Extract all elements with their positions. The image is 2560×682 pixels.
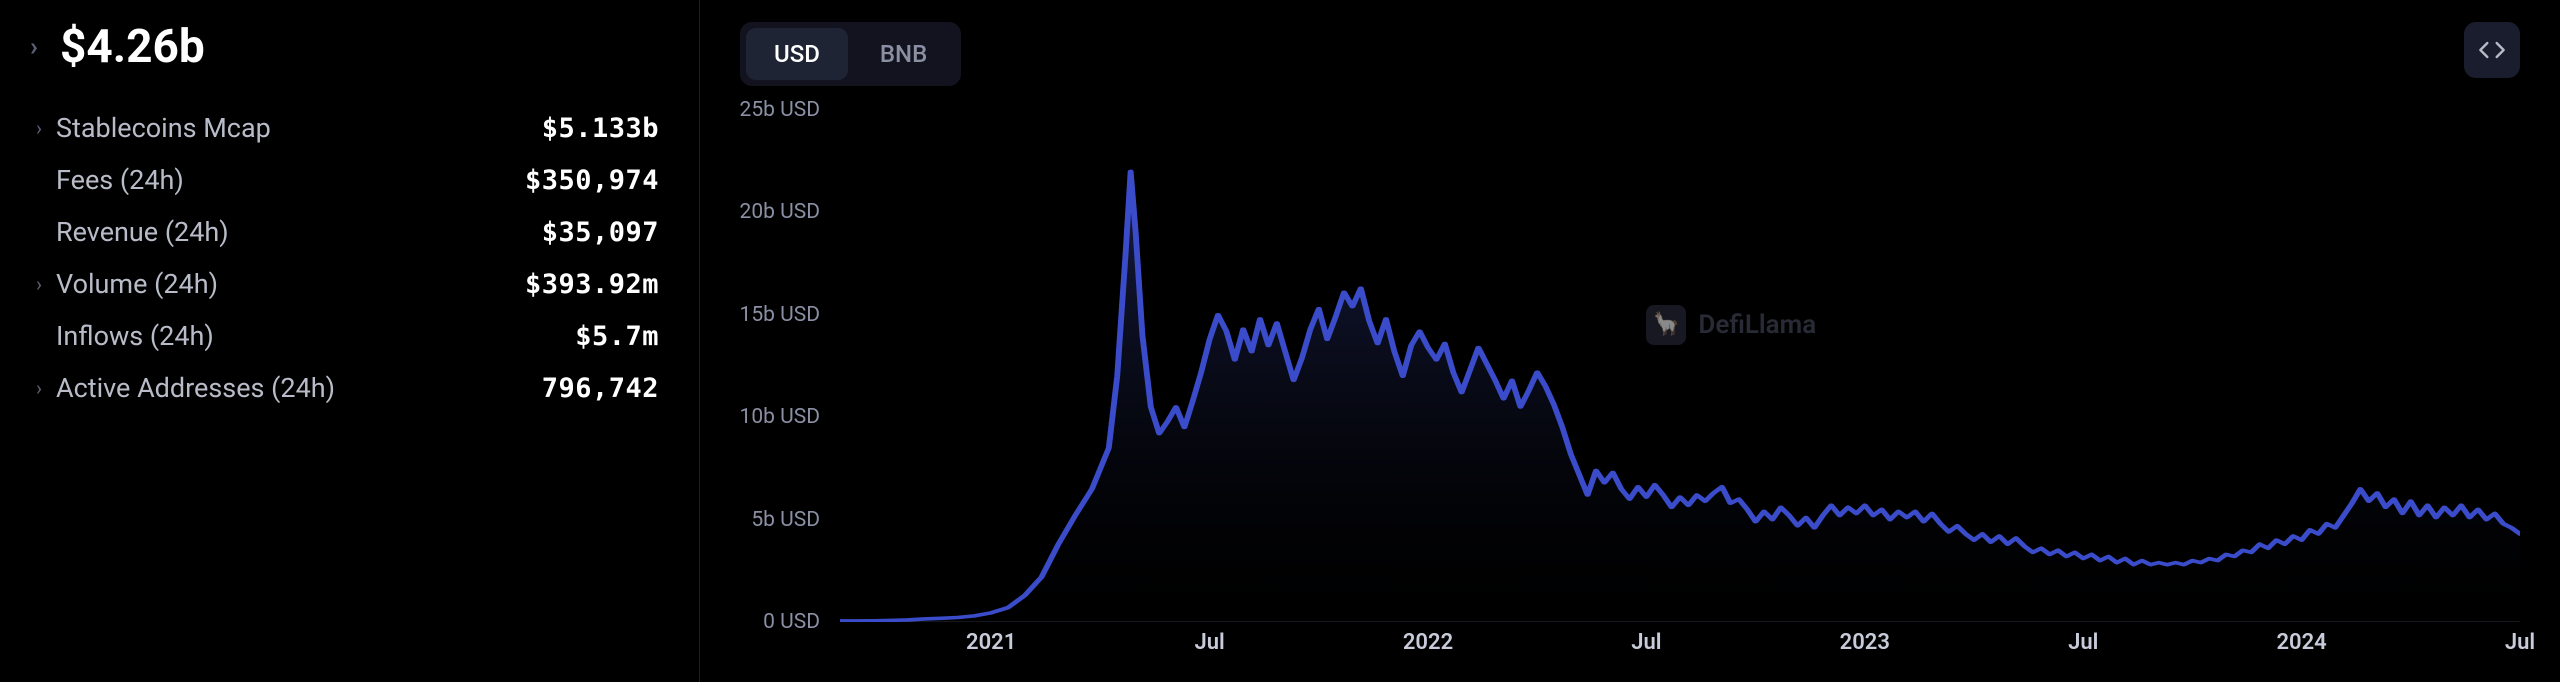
stat-row: Revenue (24h) $35,097 bbox=[30, 206, 659, 258]
x-tick: Jul bbox=[2505, 630, 2535, 655]
stat-label: › Volume (24h) bbox=[30, 268, 218, 300]
stat-label: Inflows (24h) bbox=[30, 320, 214, 352]
plot-area: 🦙 DefiLlama bbox=[840, 110, 2520, 622]
stat-label-text: Volume (24h) bbox=[56, 268, 218, 300]
y-tick: 25b USD bbox=[740, 98, 820, 122]
stat-value: $393.92m bbox=[525, 269, 659, 300]
stat-value: $35,097 bbox=[542, 217, 659, 248]
chart-area: 0 USD5b USD10b USD15b USD20b USD25b USD … bbox=[720, 110, 2520, 672]
watermark: 🦙 DefiLlama bbox=[1646, 305, 1816, 345]
llama-icon: 🦙 bbox=[1646, 305, 1686, 345]
x-axis: 2021Jul2022Jul2023Jul2024Jul bbox=[840, 622, 2520, 672]
x-tick: 2023 bbox=[1840, 630, 1890, 655]
stats-sidebar: › $4.26b › Stablecoins Mcap $5.133b Fees (2… bbox=[0, 0, 700, 682]
stat-value: $5.7m bbox=[575, 321, 659, 352]
x-tick: 2022 bbox=[1403, 630, 1453, 655]
y-tick: 15b USD bbox=[740, 303, 820, 327]
stat-row: Fees (24h) $350,974 bbox=[30, 154, 659, 206]
x-tick: 2021 bbox=[966, 630, 1016, 655]
stat-row[interactable]: › Stablecoins Mcap $5.133b bbox=[30, 102, 659, 154]
x-tick: 2024 bbox=[2276, 630, 2326, 655]
stat-row[interactable]: › Volume (24h) $393.92m bbox=[30, 258, 659, 310]
stat-value: 796,742 bbox=[542, 373, 659, 404]
stat-label-text: Inflows (24h) bbox=[56, 320, 214, 352]
chevron-right-icon: › bbox=[30, 376, 48, 400]
chevron-right-icon: › bbox=[30, 32, 50, 62]
stat-label: › Active Addresses (24h) bbox=[30, 372, 335, 404]
y-tick: 5b USD bbox=[751, 508, 820, 532]
x-tick: Jul bbox=[2068, 630, 2098, 655]
stat-label: Fees (24h) bbox=[30, 164, 184, 196]
y-tick: 20b USD bbox=[740, 200, 820, 224]
stat-label: Revenue (24h) bbox=[30, 216, 229, 248]
chevron-right-icon: › bbox=[30, 272, 48, 296]
stat-label-text: Revenue (24h) bbox=[56, 216, 229, 248]
x-tick: Jul bbox=[1631, 630, 1661, 655]
y-tick: 0 USD bbox=[763, 610, 820, 634]
tab-bnb[interactable]: BNB bbox=[852, 28, 955, 80]
stat-label-text: Stablecoins Mcap bbox=[56, 112, 271, 144]
expand-button[interactable] bbox=[2464, 22, 2520, 78]
stat-label-text: Fees (24h) bbox=[56, 164, 184, 196]
y-axis: 0 USD5b USD10b USD15b USD20b USD25b USD bbox=[720, 110, 830, 622]
headline-value: $4.26b bbox=[60, 20, 205, 74]
chevron-right-icon: › bbox=[30, 116, 48, 140]
stat-label: › Stablecoins Mcap bbox=[30, 112, 271, 144]
code-icon bbox=[2478, 36, 2506, 64]
chart-panel: USDBNB 0 USD 5b USD 10b USD 15b USD 20b USD 2… bbox=[700, 0, 2560, 682]
stat-value: $350,974 bbox=[525, 165, 659, 196]
headline-row[interactable]: › $4.26b bbox=[30, 20, 659, 74]
watermark-text: DefiLlama bbox=[1698, 310, 1816, 340]
stat-value: $5.133b bbox=[542, 113, 659, 144]
stat-row: Inflows (24h) $5.7m bbox=[30, 310, 659, 362]
currency-tabs: USDBNB bbox=[740, 22, 961, 86]
stat-row[interactable]: › Active Addresses (24h) 796,742 bbox=[30, 362, 659, 414]
y-tick: 10b USD bbox=[740, 405, 820, 429]
stat-label-text: Active Addresses (24h) bbox=[56, 372, 335, 404]
tab-usd[interactable]: USD bbox=[746, 28, 848, 80]
x-tick: Jul bbox=[1194, 630, 1224, 655]
